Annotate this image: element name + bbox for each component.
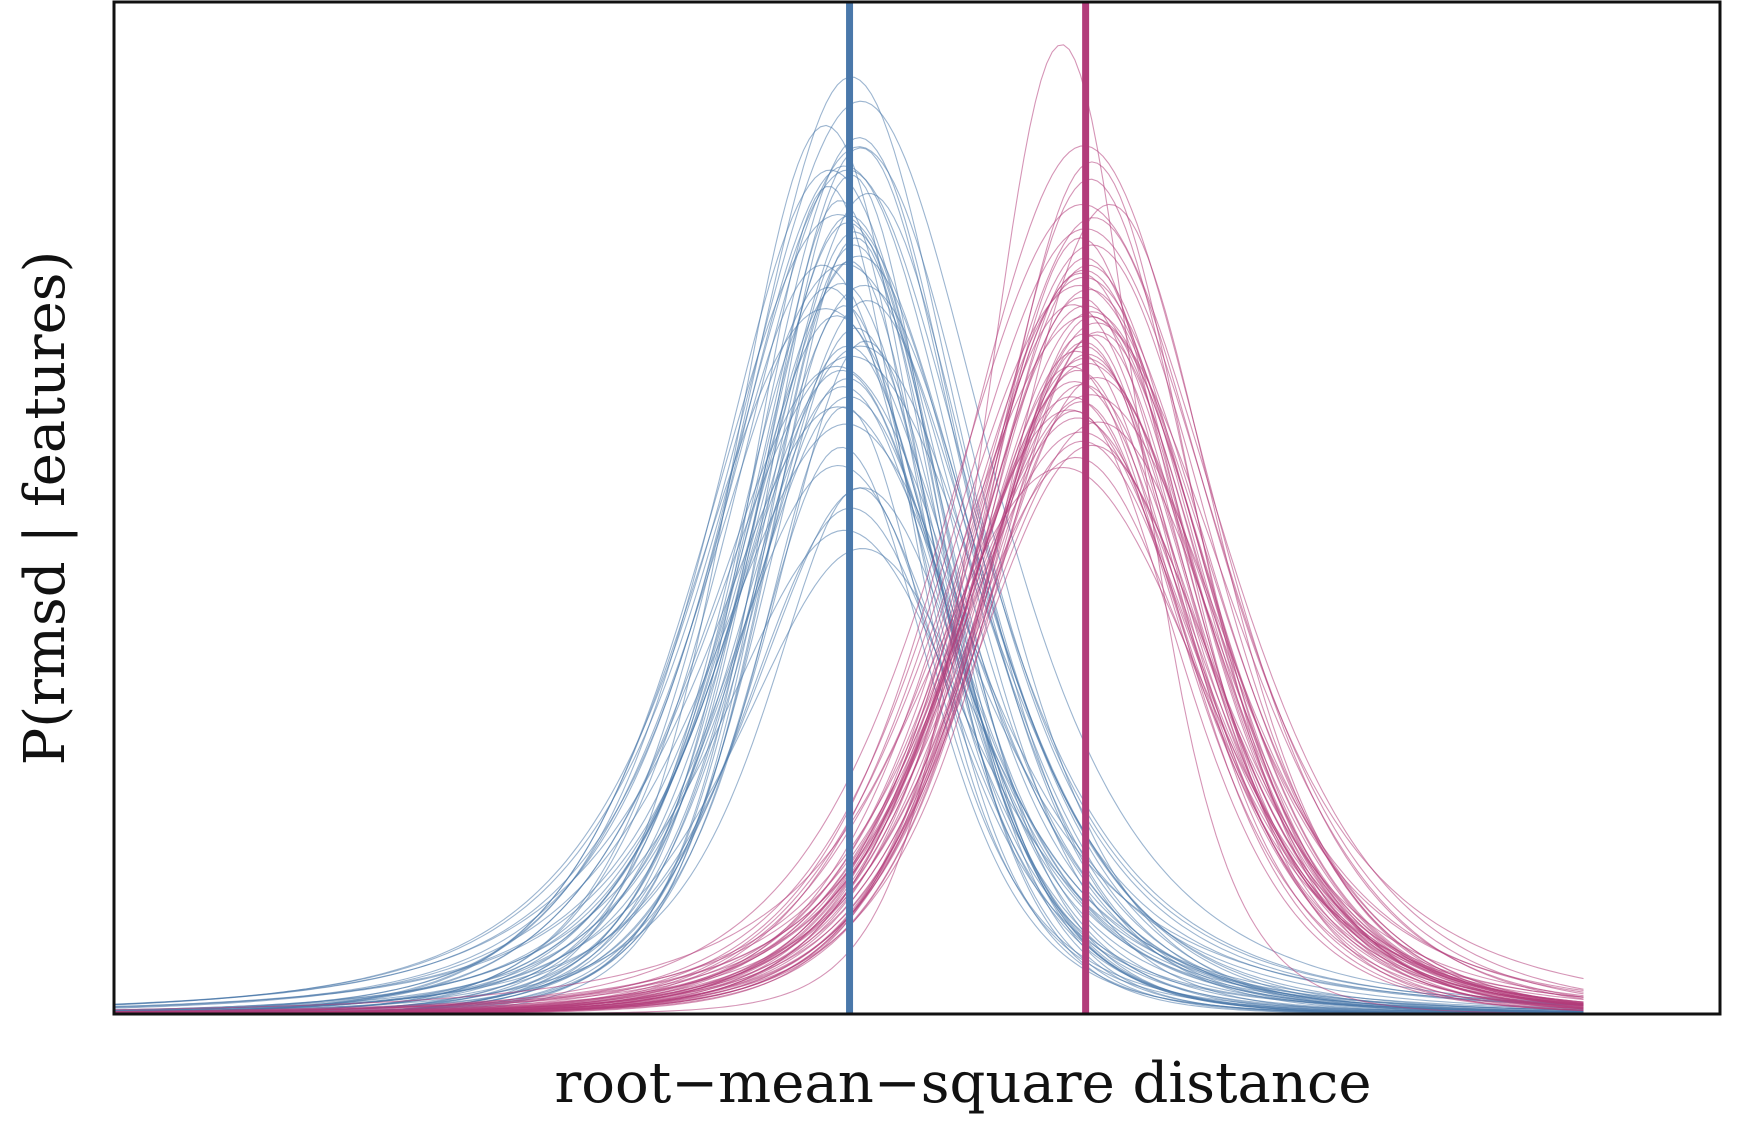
x-axis-label: root−mean−square distance [555,1051,1372,1116]
reference-lines [846,2,1090,1014]
plot-frame [112,0,1722,1016]
y-axis-label: P(rmsd | features) [13,251,78,766]
